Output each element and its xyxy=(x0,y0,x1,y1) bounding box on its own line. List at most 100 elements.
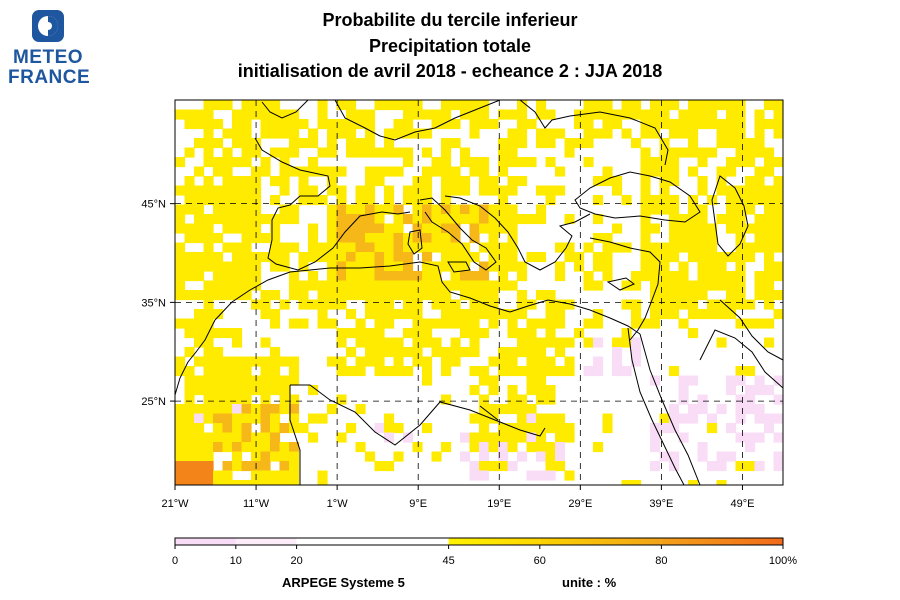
probability-cell xyxy=(507,128,518,139)
probability-cell xyxy=(555,461,566,472)
probability-cell xyxy=(289,242,300,253)
probability-cell xyxy=(764,337,775,348)
probability-cell xyxy=(336,290,347,301)
probability-cell xyxy=(498,404,509,415)
probability-cell xyxy=(384,280,395,291)
probability-cell xyxy=(764,100,775,111)
probability-cell xyxy=(251,442,262,453)
probability-cell xyxy=(232,290,243,301)
probability-cell xyxy=(469,119,480,130)
probability-cell xyxy=(669,176,680,187)
probability-cell xyxy=(222,185,233,196)
probability-cell xyxy=(469,252,480,263)
probability-cell xyxy=(241,204,252,215)
probability-cell xyxy=(241,119,252,130)
probability-cell xyxy=(346,290,357,301)
probability-cell xyxy=(555,128,566,139)
probability-cell xyxy=(735,185,746,196)
probability-cell xyxy=(222,480,233,485)
probability-cell xyxy=(403,195,414,206)
probability-cell xyxy=(479,261,490,272)
probability-cell xyxy=(574,261,585,272)
probability-cell xyxy=(279,157,290,168)
probability-cell xyxy=(232,176,243,187)
probability-cell xyxy=(545,138,556,149)
probability-cell xyxy=(298,290,309,301)
probability-cell xyxy=(403,290,414,301)
probability-cell xyxy=(184,385,195,396)
probability-cell xyxy=(355,109,366,120)
probability-cell xyxy=(355,185,366,196)
probability-cell xyxy=(688,223,699,234)
probability-cell xyxy=(222,470,233,481)
probability-cell xyxy=(507,214,518,225)
probability-cell xyxy=(583,157,594,168)
probability-cell xyxy=(175,404,186,415)
probability-cell xyxy=(697,147,708,158)
probability-cell xyxy=(583,337,594,348)
probability-cell xyxy=(650,375,661,386)
probability-cell xyxy=(726,375,737,386)
probability-cell xyxy=(260,461,271,472)
probability-cell xyxy=(346,347,357,358)
probability-cell xyxy=(745,318,756,329)
probability-cell xyxy=(213,290,224,301)
probability-cell xyxy=(564,214,575,225)
probability-cell xyxy=(289,128,300,139)
probability-cell xyxy=(745,252,756,263)
probability-cell xyxy=(526,432,537,443)
probability-cell xyxy=(545,442,556,453)
probability-cell xyxy=(517,119,528,130)
probability-cell xyxy=(716,100,727,111)
probability-cell xyxy=(374,366,385,377)
probability-cell xyxy=(289,394,300,405)
probability-cell xyxy=(564,423,575,434)
probability-cell xyxy=(716,309,727,320)
probability-cell xyxy=(555,166,566,177)
probability-cell xyxy=(498,195,509,206)
probability-cell xyxy=(194,309,205,320)
probability-cell xyxy=(517,394,528,405)
probability-cell xyxy=(754,280,765,291)
probability-cell xyxy=(707,109,718,120)
probability-cell xyxy=(498,147,509,158)
probability-cell xyxy=(241,385,252,396)
probability-cell xyxy=(507,204,518,215)
probability-cell xyxy=(507,157,518,168)
probability-cell xyxy=(745,385,756,396)
probability-cell xyxy=(555,299,566,310)
probability-cell xyxy=(773,271,783,282)
probability-cell xyxy=(422,328,433,339)
probability-cell xyxy=(222,366,233,377)
probability-cell xyxy=(270,423,281,434)
probability-cell xyxy=(593,280,604,291)
probability-cell xyxy=(764,252,775,263)
probability-cell xyxy=(365,328,376,339)
probability-cell xyxy=(460,185,471,196)
probability-cell xyxy=(479,290,490,301)
probability-cell xyxy=(289,119,300,130)
probability-cell xyxy=(412,233,423,244)
probability-cell xyxy=(298,185,309,196)
probability-cell xyxy=(707,461,718,472)
probability-cell xyxy=(289,480,300,485)
probability-cell xyxy=(270,261,281,272)
probability-cell xyxy=(260,299,271,310)
probability-cell xyxy=(536,375,547,386)
probability-cell xyxy=(175,214,186,225)
probability-cell xyxy=(555,242,566,253)
probability-cell xyxy=(194,119,205,130)
probability-cell xyxy=(678,119,689,130)
probability-cell xyxy=(203,480,214,485)
probability-cell xyxy=(289,423,300,434)
probability-cell xyxy=(536,385,547,396)
probability-cell xyxy=(735,290,746,301)
probability-cell xyxy=(194,337,205,348)
probability-cell xyxy=(517,309,528,320)
probability-cell xyxy=(773,223,783,234)
probability-cell xyxy=(346,138,357,149)
probability-cell xyxy=(735,128,746,139)
probability-cell xyxy=(517,299,528,310)
probability-cell xyxy=(203,413,214,424)
probability-cell xyxy=(697,261,708,272)
